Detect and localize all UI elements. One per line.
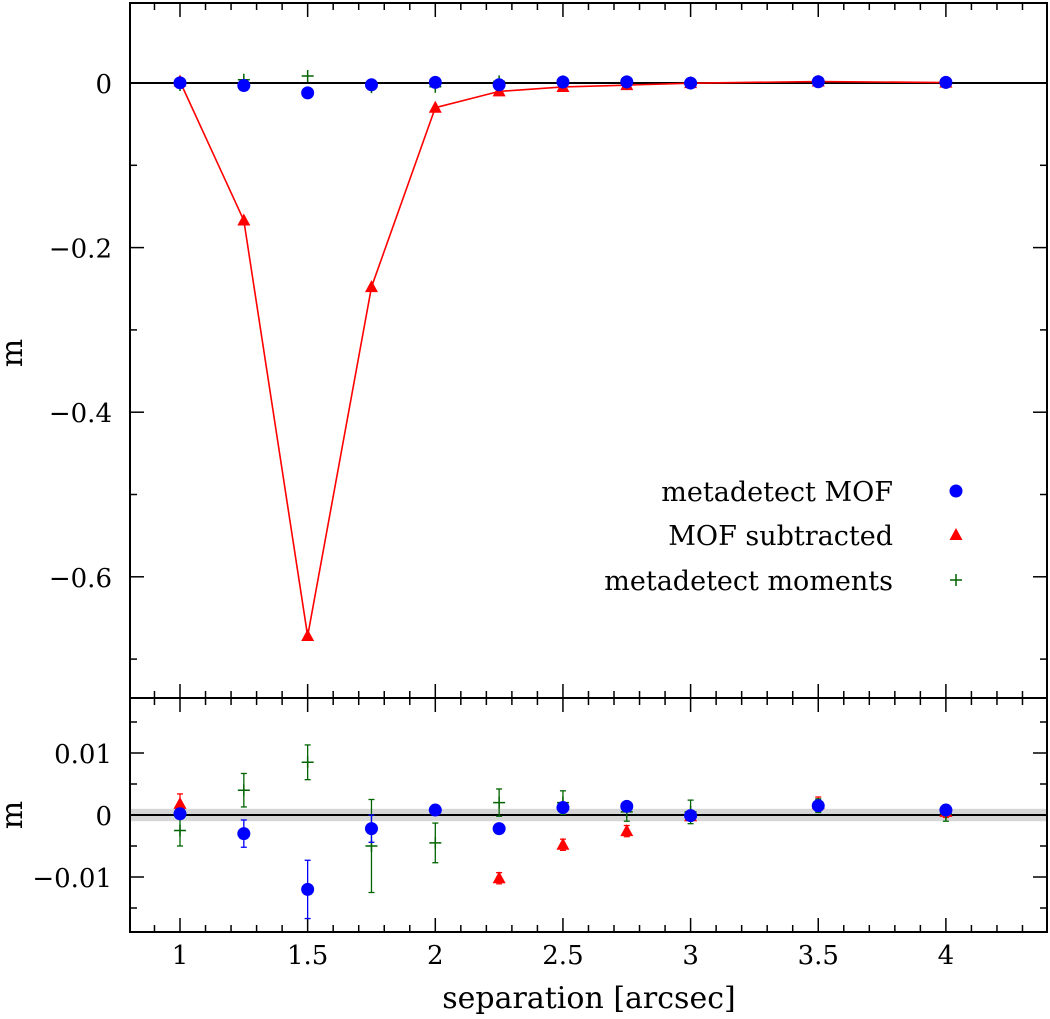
data-point <box>237 784 250 797</box>
data-point <box>493 796 506 809</box>
legend-marker <box>949 484 963 498</box>
data-point <box>237 213 251 226</box>
data-point <box>684 76 698 90</box>
data-point <box>364 78 378 92</box>
data-point <box>429 836 442 849</box>
data-point <box>428 100 442 113</box>
data-point <box>301 756 314 769</box>
legend-marker <box>949 528 963 540</box>
data-point <box>811 75 825 89</box>
data-point <box>620 824 634 837</box>
series-line <box>179 80 946 637</box>
data-point <box>301 882 315 896</box>
data-point <box>237 827 251 841</box>
data-point <box>811 799 825 813</box>
data-point <box>173 807 187 821</box>
x-tick-label: 3 <box>682 941 699 971</box>
y-tick-label: −0.01 <box>32 864 112 894</box>
bottom-y-axis-label: m <box>0 801 30 829</box>
legend-label: metadetect moments <box>604 566 893 597</box>
legend-marker <box>950 574 962 586</box>
data-point <box>173 76 187 90</box>
data-point <box>174 824 186 837</box>
top-y-axis-label: m <box>0 339 30 367</box>
data-point <box>556 837 570 850</box>
y-tick-label: 0.01 <box>54 740 112 770</box>
data-point <box>684 809 698 823</box>
data-point <box>620 75 634 89</box>
x-tick-label: 2 <box>427 941 444 971</box>
data-point <box>301 70 314 83</box>
y-tick-label: −0.2 <box>49 235 112 265</box>
data-point <box>620 799 634 813</box>
data-point <box>492 78 506 92</box>
data-point <box>364 280 378 293</box>
x-tick-label: 3.5 <box>798 941 839 971</box>
bottom-panel: 0.01 0 −0.01 1 1.5 2 2.5 3 3.5 4 <box>32 697 1048 971</box>
x-tick-label: 1 <box>172 941 189 971</box>
data-point <box>301 86 315 100</box>
y-tick-label: 0 <box>95 70 112 100</box>
points-mof-subtracted <box>173 74 953 642</box>
points-metadetect-mof <box>173 799 953 920</box>
data-point <box>939 75 953 89</box>
data-point <box>301 629 315 642</box>
plot-frame <box>129 2 1048 699</box>
y-tick-label: 0 <box>95 802 112 832</box>
data-point <box>428 803 442 817</box>
y-tick-label: −0.4 <box>49 399 112 429</box>
x-tick-label: 4 <box>938 941 955 971</box>
data-point <box>492 822 506 836</box>
data-point <box>364 822 378 836</box>
data-point <box>237 78 251 92</box>
legend-label: MOF subtracted <box>668 521 893 552</box>
x-tick-label: 1.5 <box>287 941 328 971</box>
x-axis-label: separation [arcsec] <box>442 981 735 1016</box>
data-point <box>556 75 570 89</box>
series-mof-subtracted <box>179 80 946 637</box>
x-tick-label: 2.5 <box>542 941 583 971</box>
top-panel: 0 −0.2 −0.4 −0.6 <box>49 2 1048 699</box>
data-point <box>173 796 187 809</box>
data-point <box>939 803 953 817</box>
data-point <box>556 801 570 815</box>
data-point <box>428 75 442 89</box>
y-tick-label: −0.6 <box>49 564 112 594</box>
legend: metadetect MOF MOF subtracted metadetect m… <box>604 477 963 597</box>
points-metadetect-mof <box>173 75 953 100</box>
legend-label: metadetect MOF <box>661 477 893 508</box>
data-point <box>492 871 506 884</box>
